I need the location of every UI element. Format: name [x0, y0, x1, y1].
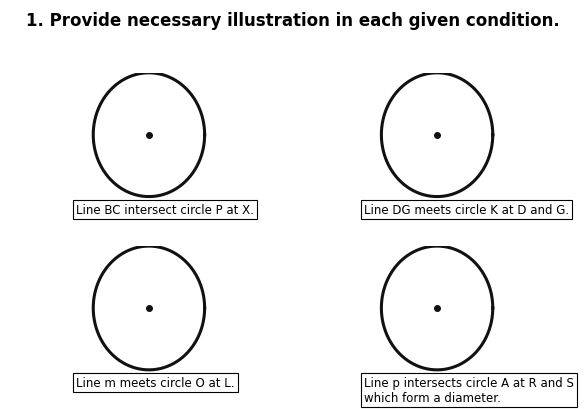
Text: Line p intersects circle A at R and S
which form a diameter.: Line p intersects circle A at R and S wh…: [364, 376, 574, 404]
Text: Line DG meets circle K at D and G.: Line DG meets circle K at D and G.: [364, 203, 570, 216]
Text: 1. Provide necessary illustration in each given condition.: 1. Provide necessary illustration in eac…: [26, 12, 560, 30]
Text: Line BC intersect circle P at X.: Line BC intersect circle P at X.: [76, 203, 254, 216]
Text: Line m meets circle O at L.: Line m meets circle O at L.: [76, 376, 235, 389]
